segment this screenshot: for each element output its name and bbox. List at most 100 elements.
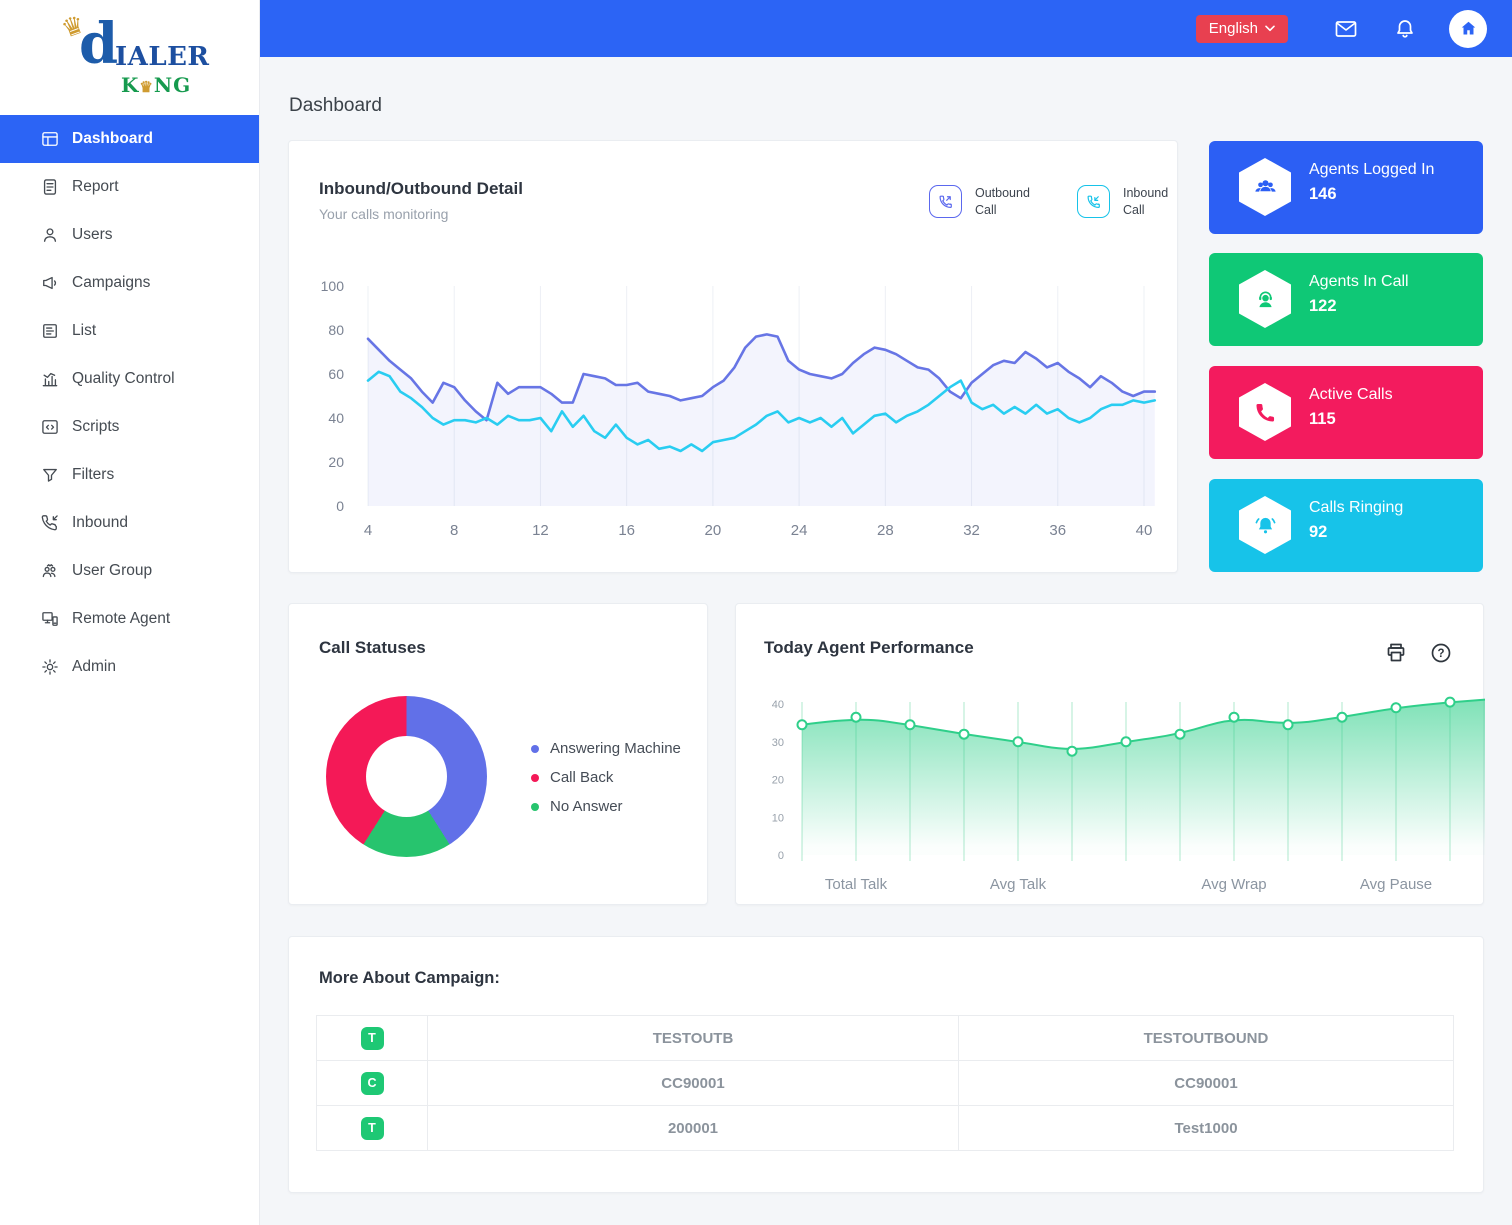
x-axis-label: Avg Pause	[1360, 876, 1432, 893]
stat-value: 122	[1309, 297, 1337, 315]
list-icon	[40, 321, 60, 341]
svg-text:40: 40	[1136, 522, 1153, 539]
svg-text:100: 100	[321, 278, 345, 294]
filters-icon	[40, 465, 60, 485]
card-title: Today Agent Performance	[764, 638, 974, 657]
donut-hole	[366, 736, 447, 817]
svg-text:30: 30	[772, 737, 784, 749]
card-title: Inbound/Outbound Detail	[319, 179, 523, 198]
campaign-badge: T	[360, 1026, 384, 1050]
sidebar-item-report[interactable]: Report	[0, 163, 259, 211]
sidebar-item-label: Admin	[72, 658, 116, 675]
card-title: More About Campaign:	[319, 969, 500, 987]
quality-control-icon	[40, 369, 60, 389]
stat-title: Agents In Call	[1309, 273, 1409, 290]
card-subtitle: Your calls monitoring	[319, 206, 449, 222]
language-button[interactable]: English	[1195, 14, 1288, 43]
legend-dot	[531, 744, 539, 753]
sidebar-item-label: User Group	[72, 562, 153, 579]
campaign-table: T TESTOUTB TESTOUTBOUND C CC90001 CC90001 T 200…	[316, 1015, 1454, 1151]
svg-text:10: 10	[772, 812, 784, 824]
sidebar-item-label: List	[72, 322, 97, 339]
sidebar-menu: Dashboard Report Users Campaigns List Quality…	[0, 115, 259, 691]
legend-dot	[531, 802, 539, 811]
sidebar-item-label: Filters	[72, 466, 115, 483]
bell-icon[interactable]	[1393, 17, 1417, 41]
legend-label: Call Back	[550, 769, 614, 786]
legend-item: No Answer	[531, 798, 681, 815]
legend-dot	[531, 773, 539, 782]
svg-text:20: 20	[328, 454, 344, 470]
x-axis-label: Avg Talk	[990, 876, 1047, 893]
stat-value: 92	[1309, 523, 1328, 541]
agents-logged-in-icon	[1239, 158, 1291, 216]
sidebar-item-quality-control[interactable]: Quality Control	[0, 355, 259, 403]
active-calls-icon	[1239, 383, 1291, 441]
stat-value: 146	[1309, 185, 1337, 203]
sidebar-item-label: Scripts	[72, 418, 120, 435]
svg-text:4: 4	[364, 522, 372, 539]
sidebar-item-user-group[interactable]: User Group	[0, 547, 259, 595]
sidebar-item-campaigns[interactable]: Campaigns	[0, 259, 259, 307]
legend-label: Inbound Call	[1123, 186, 1169, 217]
legend-inbound-call: Inbound Call	[1077, 185, 1189, 219]
campaign-badge: T	[360, 1116, 384, 1140]
legend-item: Call Back	[531, 769, 681, 786]
stat-title: Calls Ringing	[1309, 499, 1404, 516]
svg-text:24: 24	[791, 522, 808, 539]
stat-title: Active Calls	[1309, 386, 1393, 403]
sidebar-item-scripts[interactable]: Scripts	[0, 403, 259, 451]
table-row: T 200001 Test1000	[316, 1105, 1454, 1151]
print-icon[interactable]	[1384, 641, 1408, 665]
sidebar-item-label: Dashboard	[72, 130, 153, 147]
calls-ringing-icon	[1239, 496, 1291, 554]
sidebar-item-inbound[interactable]: Inbound	[0, 499, 259, 547]
page-title: Dashboard	[289, 95, 382, 116]
agent-performance-card: Today Agent Performance ? 0 10 20 30 40 Total…	[735, 603, 1485, 905]
mail-icon[interactable]	[1334, 17, 1358, 41]
sidebar-item-remote-agent[interactable]: Remote Agent	[0, 595, 259, 643]
logo-king: K♛NG	[121, 73, 192, 97]
legend-outbound-call: Outbound Call	[929, 185, 1041, 219]
help-icon[interactable]: ?	[1429, 641, 1453, 665]
x-axis-label: Total Talk	[825, 876, 888, 893]
sidebar-item-list[interactable]: List	[0, 307, 259, 355]
sidebar-item-users[interactable]: Users	[0, 211, 259, 259]
campaign-cell: CC90001	[427, 1060, 959, 1106]
stat-card-active-calls: Active Calls 115	[1209, 366, 1483, 459]
campaign-cell: 200001	[427, 1105, 959, 1151]
campaign-card: More About Campaign: T TESTOUTB TESTOUTBOU…	[288, 936, 1484, 1193]
inbound-icon	[40, 513, 60, 533]
sidebar-item-dashboard[interactable]: Dashboard	[0, 115, 259, 163]
table-row: T TESTOUTB TESTOUTBOUND	[316, 1015, 1454, 1061]
logo-word: IALER	[115, 42, 210, 72]
sidebar: ♛ d IALER K♛NG Dashboard Report Users Campa…	[0, 0, 260, 1225]
inbound-outbound-chart: 4 8 12 16 20 24 28 32 36 40 0 20 40 60 80 100	[321, 278, 1157, 539]
x-axis-label: Avg Wrap	[1201, 876, 1266, 893]
campaign-cell: Test1000	[958, 1105, 1454, 1151]
svg-text:60: 60	[328, 366, 344, 382]
stat-title: Agents Logged In	[1309, 161, 1435, 178]
svg-text:80: 80	[328, 322, 344, 338]
outbound-call-icon	[929, 185, 962, 219]
agent-performance-chart: 0 10 20 30 40 Total Talk Avg Talk Avg Wrap Avg P…	[772, 696, 1485, 893]
svg-text:8: 8	[450, 522, 458, 539]
home-button[interactable]	[1449, 9, 1487, 48]
svg-text:20: 20	[772, 775, 784, 787]
svg-text:20: 20	[705, 522, 722, 539]
sidebar-item-label: Quality Control	[72, 370, 175, 387]
scripts-icon	[40, 417, 60, 437]
campaign-cell: TESTOUTB	[427, 1015, 959, 1061]
topbar: English	[260, 0, 1512, 57]
stat-value: 115	[1309, 410, 1336, 428]
sidebar-item-admin[interactable]: Admin	[0, 643, 259, 691]
legend-label: Outbound Call	[975, 186, 1030, 217]
sidebar-item-filters[interactable]: Filters	[0, 451, 259, 499]
svg-text:?: ?	[1437, 648, 1444, 660]
badge-cell: T	[316, 1015, 428, 1061]
chevron-down-icon	[1265, 25, 1275, 32]
user-group-icon	[40, 561, 60, 581]
legend-item: Answering Machine	[531, 740, 681, 757]
legend-label: Answering Machine	[550, 740, 681, 757]
